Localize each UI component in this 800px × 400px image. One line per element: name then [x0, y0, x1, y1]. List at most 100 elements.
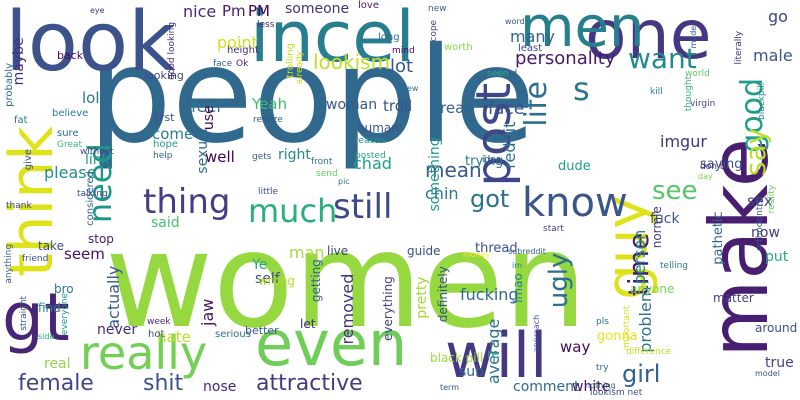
cloud-word: word	[505, 17, 525, 26]
cloud-word: back	[57, 49, 84, 62]
cloud-word: man	[289, 243, 325, 262]
cloud-word: gt	[2, 279, 70, 356]
cloud-word: women	[105, 204, 588, 358]
cloud-word: love	[358, 0, 379, 11]
cloud-word: stop	[88, 232, 114, 246]
cloud-word: said	[151, 215, 180, 231]
cloud-word: imgur	[660, 132, 707, 151]
cloud-word: true	[765, 355, 794, 371]
cloud-word: troll	[383, 97, 413, 115]
cloud-word: incel	[250, 0, 415, 78]
cloud-word: first	[153, 111, 175, 124]
cloud-word: face	[488, 99, 525, 119]
cloud-word: fucking	[460, 285, 519, 304]
cloud-word: gets	[252, 152, 272, 162]
cloud-word: male	[753, 46, 793, 65]
cloud-word: mind	[392, 46, 415, 56]
cloud-word: girl	[622, 360, 661, 388]
cloud-word: people	[88, 19, 536, 173]
cloud-word: reality	[767, 184, 777, 214]
cloud-word: everyone	[60, 292, 70, 336]
cloud-word: telling	[660, 261, 688, 271]
cloud-word: lookism net	[590, 388, 643, 398]
cloud-word: better	[245, 324, 279, 337]
cloud-word: bro	[54, 282, 74, 296]
cloud-word: seem	[64, 245, 105, 263]
cloud-word: difference	[626, 347, 672, 357]
cloud-word: anything	[4, 243, 14, 284]
cloud-word: Ok	[236, 59, 249, 69]
cloud-word: reddit	[500, 121, 519, 169]
cloud-word: week	[147, 317, 171, 327]
cloud-word: lol	[82, 89, 100, 107]
cloud-word: black pill	[430, 351, 484, 365]
cloud-word: comment	[513, 379, 580, 395]
cloud-word: view	[400, 84, 419, 93]
cloud-word: send	[316, 169, 338, 179]
cloud-word: new	[428, 4, 447, 14]
cloud-word: find	[38, 301, 61, 315]
cloud-word: personality	[515, 48, 616, 69]
cloud-word: term	[440, 383, 459, 392]
cloud-word: men	[520, 0, 645, 60]
cloud-word: ugly	[544, 252, 574, 309]
cloud-word: thing	[143, 182, 231, 222]
cloud-word: right	[278, 147, 311, 163]
cloud-word: never	[97, 322, 138, 338]
cloud-word: s	[573, 70, 590, 108]
cloud-word: made	[689, 25, 698, 49]
cloud-word: around	[755, 321, 798, 335]
cloud-word: height	[227, 45, 259, 56]
cloud-word: sex	[747, 192, 773, 210]
cloud-word: model	[755, 369, 780, 378]
cloud-word: important	[622, 305, 632, 351]
cloud-word: lookism	[313, 50, 391, 74]
cloud-word: don t	[700, 162, 724, 172]
cloud-word: trying	[465, 154, 504, 169]
cloud-word: shit	[143, 371, 184, 396]
cloud-word: saying	[700, 157, 743, 172]
cloud-word: looking	[144, 69, 184, 82]
cloud-word: everything	[381, 276, 395, 341]
cloud-word: good looking	[167, 21, 177, 80]
cloud-word: friend	[22, 254, 49, 264]
cloud-word: Pm	[222, 2, 246, 20]
cloud-word: mean	[425, 158, 482, 182]
cloud-word: literally	[734, 30, 744, 65]
cloud-word: pretty	[414, 276, 430, 319]
cloud-word: please	[44, 163, 97, 182]
cloud-word: thank	[6, 201, 32, 211]
cloud-word: something	[427, 137, 443, 212]
cloud-word: even	[255, 307, 408, 380]
cloud-word: money	[463, 250, 491, 259]
cloud-word: based	[490, 69, 518, 79]
cloud-word: link	[85, 152, 110, 168]
cloud-word: long	[378, 32, 400, 43]
cloud-word: point	[217, 33, 258, 52]
cloud-word: many	[510, 27, 555, 46]
cloud-word: talking	[77, 189, 108, 199]
cloud-word: way	[560, 338, 591, 356]
cloud-word: front	[311, 157, 333, 167]
cloud-word: realize	[253, 115, 283, 125]
cloud-word: least	[518, 43, 543, 54]
cloud-word: gonna	[597, 329, 638, 344]
cloud-word: approach	[532, 314, 541, 353]
cloud-word: probably	[4, 63, 15, 107]
cloud-word: jaw	[198, 298, 217, 326]
cloud-word: world	[685, 69, 710, 79]
cloud-word: say	[739, 127, 772, 177]
cloud-word: go	[768, 7, 788, 26]
cloud-word: hate	[157, 328, 191, 346]
cloud-word: put	[765, 249, 789, 265]
cloud-word: look	[5, 0, 176, 90]
cloud-word: Yeah	[252, 95, 288, 113]
cloud-word: got	[470, 185, 510, 213]
cloud-word: sub	[459, 364, 485, 380]
cloud-word: life	[519, 81, 554, 127]
cloud-word: one	[585, 0, 712, 75]
cloud-word: woman	[326, 97, 378, 113]
cloud-word: try	[596, 363, 609, 373]
cloud-word: reason	[355, 136, 386, 146]
